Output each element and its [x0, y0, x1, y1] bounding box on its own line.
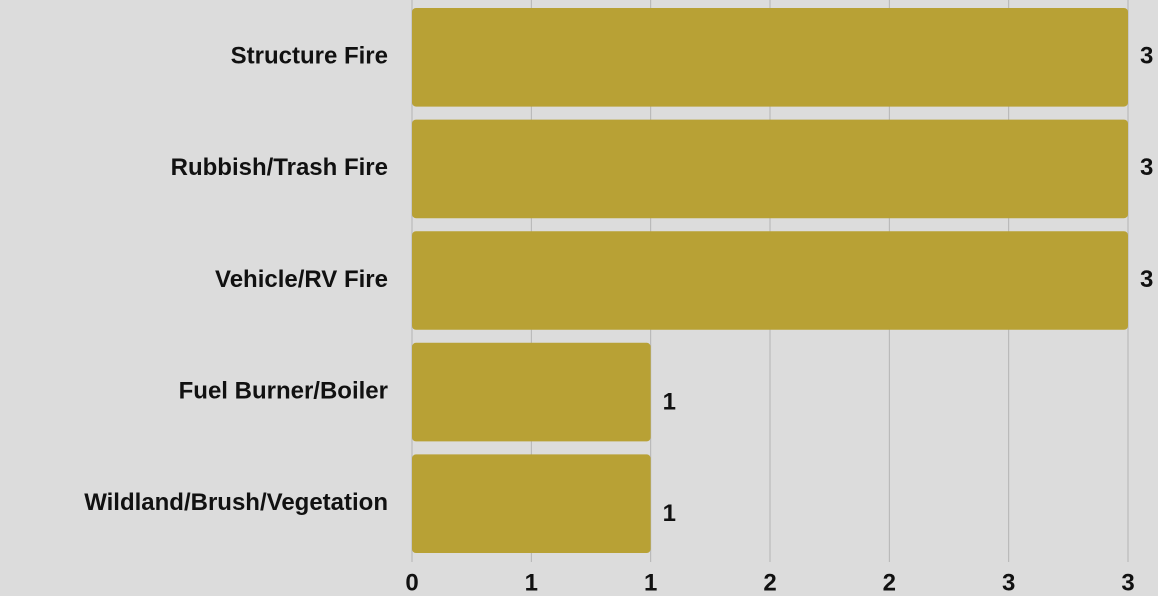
bar [412, 342, 651, 442]
category-label: Structure Fire [231, 43, 388, 70]
x-tick-label: 0 [405, 569, 418, 596]
value-label: 1 [663, 388, 676, 415]
bar [412, 231, 1128, 330]
value-label: 1 [663, 500, 676, 527]
x-tick-label: 1 [644, 569, 657, 596]
x-tick-label: 1 [525, 569, 538, 596]
category-label: Vehicle/RV Fire [215, 266, 388, 293]
x-tick-label: 3 [1002, 569, 1015, 596]
category-label: Rubbish/Trash Fire [171, 154, 388, 181]
x-tick-label: 2 [763, 569, 776, 596]
x-tick-label: 2 [883, 569, 896, 596]
value-label: 3 [1140, 43, 1153, 70]
bar [412, 454, 651, 553]
bar [412, 8, 1128, 107]
bar [412, 119, 1128, 219]
x-tick-label: 3 [1121, 569, 1134, 596]
category-label: Fuel Burner/Boiler [179, 377, 388, 404]
value-label: 3 [1140, 266, 1153, 293]
value-label: 3 [1140, 154, 1153, 181]
category-label: Wildland/Brush/Vegetation [84, 489, 388, 516]
